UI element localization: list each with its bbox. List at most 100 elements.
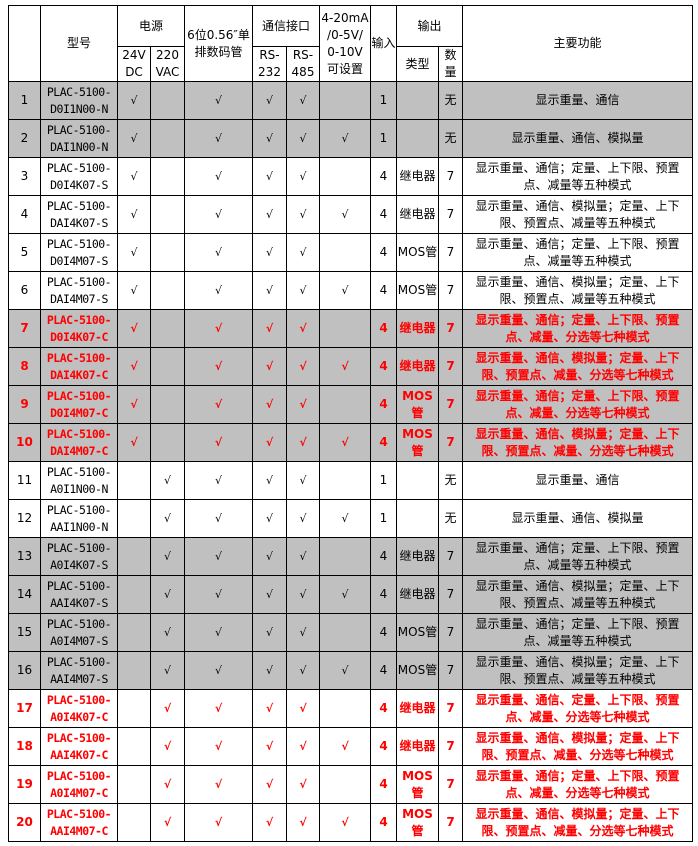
model-cell: PLAC-5100-AAI4K07-C [40,727,118,766]
model-cell: PLAC-5100-D0I4K07-S [40,157,118,196]
ac-cell [150,271,185,310]
ac-cell [150,347,185,386]
header-analog: 4-20mA /0-5V/ 0-10V 可设置 [319,5,371,82]
function-cell: 显示重量、通信；定量、上下限、预置点、减量等五种模式 [462,537,693,576]
header-index [8,5,41,82]
header-comm: 通信接口 [252,5,320,47]
output-qty-cell: 7 [438,195,463,234]
row-number: 3 [8,157,41,196]
row-number: 4 [8,195,41,234]
output-qty-cell: 7 [438,385,463,424]
input-cell: 1 [370,119,397,158]
function-cell: 显示重量、通信 [462,81,693,120]
analog-cell: √ [319,575,371,614]
analog-cell: √ [319,651,371,690]
table-row: 3 PLAC-5100-D0I4K07-S √ √ √ √ 4 继电器 7 显示重量、通信；定量、… [8,157,693,196]
output-qty-cell: 7 [438,689,463,728]
analog-cell: √ [319,423,371,462]
analog-cell: √ [319,803,371,842]
rs485-cell: √ [286,309,320,348]
table-row: 7 PLAC-5100-D0I4K07-C √ √ √ √ 4 继电器 7 显示重量、通信；定量、… [8,309,693,348]
row-number: 9 [8,385,41,424]
analog-cell: √ [319,119,371,158]
model-cell: PLAC-5100-DAI4M07-C [40,423,118,462]
display-cell: √ [184,537,253,576]
output-qty-cell: 无 [438,499,463,538]
display-cell: √ [184,461,253,500]
row-number: 1 [8,81,41,120]
table-row: 10 PLAC-5100-DAI4M07-C √ √ √ √ √ 4 MOS管 7 显示重量、通信、… [8,423,693,462]
dc-cell [117,537,151,576]
display-cell: √ [184,119,253,158]
dc-cell [117,803,151,842]
ac-cell [150,309,185,348]
display-cell: √ [184,803,253,842]
row-number: 7 [8,309,41,348]
header-rs485: RS-485 [286,46,320,82]
dc-cell [117,499,151,538]
ac-cell [150,385,185,424]
table-row: 16 PLAC-5100-AAI4M07-S √ √ √ √ √ 4 MOS管 7 显示重量、通信、… [8,651,693,690]
display-cell: √ [184,423,253,462]
output-type-cell: 继电器 [396,727,439,766]
rs232-cell: √ [252,385,287,424]
model-cell: PLAC-5100-A0I4M07-S [40,613,118,652]
dc-cell: √ [117,347,151,386]
row-number: 19 [8,765,41,804]
rs485-cell: √ [286,423,320,462]
ac-cell [150,157,185,196]
input-cell: 4 [370,271,397,310]
rs232-cell: √ [252,727,287,766]
table-row: 2 PLAC-5100-DAI1N00-N √ √ √ √ √ 1 无显示重量、通信、模拟量 [8,119,693,158]
rs232-cell: √ [252,233,287,272]
output-qty-cell: 7 [438,803,463,842]
input-cell: 4 [370,613,397,652]
output-type-cell: 继电器 [396,195,439,234]
table-row: 20 PLAC-5100-AAI4M07-C √ √ √ √ √ 4 MOS管 7 显示重量、通信、… [8,803,693,842]
output-type-cell: MOS管 [396,233,439,272]
header-input: 输入 [370,5,397,82]
dc-cell [117,651,151,690]
rs232-cell: √ [252,537,287,576]
rs232-cell: √ [252,157,287,196]
display-cell: √ [184,689,253,728]
function-cell: 显示重量、通信、模拟量；定量、上下限、预置点、减量等五种模式 [462,575,693,614]
rs232-cell: √ [252,195,287,234]
output-qty-cell: 7 [438,157,463,196]
output-type-cell: MOS管 [396,271,439,310]
output-qty-cell: 7 [438,727,463,766]
display-cell: √ [184,309,253,348]
output-qty-cell: 7 [438,651,463,690]
output-qty-cell: 无 [438,461,463,500]
dc-cell [117,461,151,500]
output-type-cell: MOS管 [396,803,439,842]
header-power: 电源 [117,5,185,47]
output-type-cell: MOS管 [396,613,439,652]
output-qty-cell: 7 [438,423,463,462]
analog-cell [319,613,371,652]
input-cell: 4 [370,347,397,386]
output-qty-cell: 7 [438,233,463,272]
output-type-cell: 继电器 [396,575,439,614]
input-cell: 1 [370,499,397,538]
ac-cell [150,119,185,158]
rs232-cell: √ [252,423,287,462]
rs485-cell: √ [286,765,320,804]
function-cell: 显示重量、通信、模拟量 [462,499,693,538]
display-cell: √ [184,271,253,310]
header-display: 6位0.56″单排数码管 [184,5,253,82]
rs232-cell: √ [252,575,287,614]
ac-cell: √ [150,537,185,576]
ac-cell [150,81,185,120]
ac-cell: √ [150,803,185,842]
display-cell: √ [184,81,253,120]
ac-cell: √ [150,499,185,538]
rs232-cell: √ [252,81,287,120]
rs485-cell: √ [286,271,320,310]
product-table: 型号 电源 6位0.56″单排数码管 通信接口 4-20mA /0-5V/ 0-… [8,5,693,842]
rs232-cell: √ [252,499,287,538]
ac-cell [150,233,185,272]
row-number: 14 [8,575,41,614]
analog-cell [319,309,371,348]
table-row: 19 PLAC-5100-A0I4M07-C √ √ √ √ 4 MOS管 7 显示重量、通信；定… [8,765,693,804]
